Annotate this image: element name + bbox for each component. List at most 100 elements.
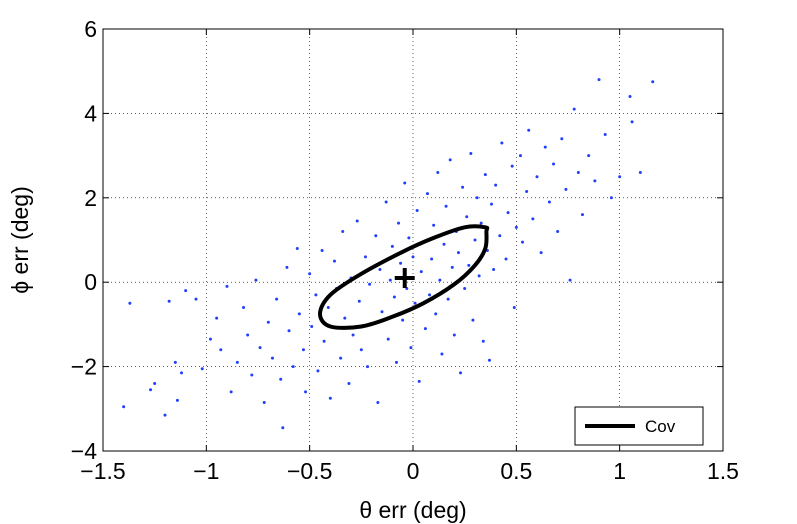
data-point	[556, 230, 560, 234]
data-point	[492, 268, 496, 272]
data-point	[440, 352, 444, 356]
data-point	[552, 162, 556, 166]
data-point	[235, 360, 239, 364]
legend: Cov	[574, 406, 704, 446]
data-point	[368, 282, 372, 286]
center-marker	[394, 267, 415, 288]
data-point	[481, 339, 485, 343]
data-point	[564, 187, 568, 191]
data-point	[390, 244, 394, 248]
data-point	[229, 390, 233, 394]
x-tick-label: 0	[407, 458, 420, 484]
data-point	[153, 381, 157, 385]
data-point	[194, 297, 198, 301]
data-point	[384, 200, 388, 204]
x-tick-label: −0.5	[287, 458, 332, 484]
data-point	[341, 230, 345, 234]
data-point	[500, 141, 504, 145]
data-point	[304, 390, 308, 394]
data-point	[310, 325, 314, 329]
data-point	[446, 297, 450, 301]
data-point	[397, 221, 401, 225]
data-point	[275, 297, 279, 301]
data-point	[459, 371, 463, 375]
covariance-ellipse	[318, 224, 490, 330]
data-point	[518, 154, 522, 158]
data-point	[498, 234, 502, 238]
data-point	[411, 255, 415, 259]
data-point	[173, 360, 177, 364]
legend-label-cov: Cov	[645, 417, 676, 436]
x-tick-label: 0.5	[500, 458, 532, 484]
data-point	[465, 215, 469, 219]
data-point	[388, 278, 392, 282]
data-point	[378, 268, 382, 272]
data-point	[413, 301, 417, 305]
data-point	[167, 299, 171, 303]
data-point	[297, 312, 301, 316]
y-tick-label: 6	[84, 16, 97, 42]
data-point	[128, 301, 132, 305]
data-point	[359, 348, 363, 352]
data-point	[122, 405, 126, 409]
data-point	[512, 306, 516, 310]
data-point	[473, 238, 477, 242]
axes-frame	[102, 28, 724, 452]
data-point	[285, 265, 289, 269]
data-point	[425, 192, 429, 196]
data-point	[463, 287, 467, 291]
data-point	[510, 164, 514, 168]
data-point	[266, 320, 270, 324]
data-point	[314, 293, 318, 297]
data-point	[638, 170, 642, 174]
y-tick-labels: −4 −2 0 2 4 6	[71, 16, 97, 464]
data-point	[543, 145, 547, 149]
data-point	[322, 339, 326, 343]
data-point	[448, 158, 452, 162]
data-point	[291, 365, 295, 369]
data-point	[175, 398, 179, 402]
data-point	[539, 251, 543, 255]
data-point	[219, 348, 223, 352]
axis-ticks	[102, 28, 724, 452]
data-point	[593, 179, 597, 183]
data-point	[351, 333, 355, 337]
data-point	[415, 208, 419, 212]
data-point	[254, 278, 258, 282]
data-point	[525, 189, 529, 193]
data-point	[392, 295, 396, 299]
x-tick-label: −1	[193, 458, 219, 484]
data-point	[376, 400, 380, 404]
data-point	[618, 175, 622, 179]
data-point	[225, 284, 229, 288]
data-point	[308, 272, 312, 276]
y-tick-label: 0	[84, 269, 97, 295]
data-point	[479, 221, 483, 225]
data-point	[295, 246, 299, 250]
data-point	[326, 306, 330, 310]
data-point	[363, 255, 367, 259]
data-point	[609, 196, 613, 200]
data-point	[469, 151, 473, 155]
data-point	[301, 348, 305, 352]
y-tick-label: 4	[84, 100, 97, 126]
data-point	[366, 365, 370, 369]
y-tick-label: 2	[84, 185, 97, 211]
data-point	[374, 234, 378, 238]
data-point	[430, 257, 434, 261]
data-point	[477, 274, 481, 278]
data-point	[339, 356, 343, 360]
covariance-ellipse-path	[318, 224, 490, 330]
data-point	[535, 175, 539, 179]
data-point	[576, 170, 580, 174]
data-point	[281, 426, 285, 430]
x-tick-label: 1	[613, 458, 626, 484]
data-point	[527, 128, 531, 132]
data-point	[514, 225, 518, 229]
data-point	[200, 367, 204, 371]
data-point	[262, 400, 266, 404]
data-point	[442, 242, 446, 246]
data-point	[287, 329, 291, 333]
data-point	[258, 346, 262, 350]
